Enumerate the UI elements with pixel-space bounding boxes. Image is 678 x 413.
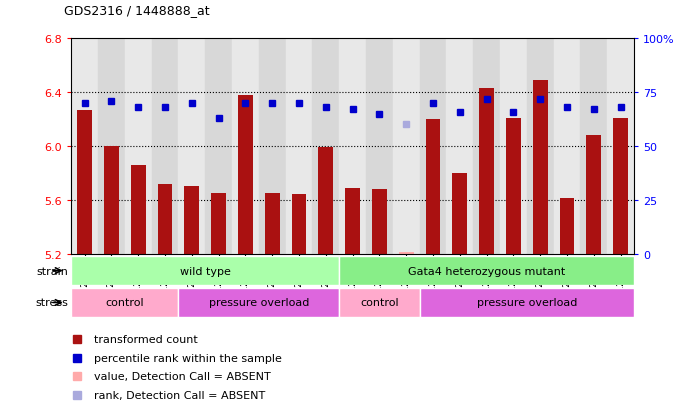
Text: pressure overload: pressure overload: [209, 298, 309, 308]
Bar: [473, 39, 500, 254]
Bar: [232, 39, 259, 254]
Bar: [98, 39, 125, 254]
Bar: [292, 195, 306, 254]
Bar: [500, 39, 527, 254]
Text: wild type: wild type: [180, 266, 231, 276]
Bar: [553, 39, 580, 254]
Bar: [212, 194, 226, 254]
Text: GDS2316 / 1448888_at: GDS2316 / 1448888_at: [64, 4, 210, 17]
Bar: [259, 39, 285, 254]
Bar: [607, 39, 634, 254]
Text: pressure overload: pressure overload: [477, 298, 577, 308]
Bar: [265, 194, 279, 254]
Bar: [238, 95, 253, 254]
Bar: [71, 256, 339, 286]
Text: percentile rank within the sample: percentile rank within the sample: [94, 353, 281, 363]
Bar: [366, 39, 393, 254]
Text: transformed count: transformed count: [94, 334, 197, 344]
Bar: [125, 39, 152, 254]
Bar: [559, 199, 574, 254]
Text: rank, Detection Call = ABSENT: rank, Detection Call = ABSENT: [94, 390, 265, 400]
Bar: [527, 39, 553, 254]
Bar: [339, 39, 366, 254]
Bar: [319, 148, 333, 254]
Bar: [586, 136, 601, 254]
Bar: [452, 173, 467, 254]
Text: value, Detection Call = ABSENT: value, Detection Call = ABSENT: [94, 372, 271, 382]
Text: control: control: [360, 298, 399, 308]
Bar: [339, 288, 420, 318]
Bar: [479, 89, 494, 254]
Bar: [533, 81, 548, 254]
Bar: [393, 39, 420, 254]
Bar: [104, 147, 119, 254]
Bar: [446, 39, 473, 254]
Bar: [345, 188, 360, 254]
Bar: [426, 120, 440, 254]
Bar: [205, 39, 232, 254]
Bar: [71, 288, 178, 318]
Bar: [420, 288, 634, 318]
Bar: [71, 39, 98, 254]
Bar: [313, 39, 339, 254]
Text: strain: strain: [36, 266, 68, 276]
Bar: [157, 184, 172, 254]
Bar: [613, 119, 628, 254]
Bar: [285, 39, 313, 254]
Bar: [506, 119, 521, 254]
Bar: [372, 190, 386, 254]
Bar: [339, 256, 634, 286]
Bar: [178, 288, 339, 318]
Bar: [131, 165, 146, 254]
Bar: [184, 187, 199, 254]
Bar: [580, 39, 607, 254]
Bar: [152, 39, 178, 254]
Bar: [77, 110, 92, 254]
Bar: [420, 39, 446, 254]
Text: Gata4 heterozygous mutant: Gata4 heterozygous mutant: [408, 266, 565, 276]
Bar: [399, 253, 414, 254]
Text: stress: stress: [35, 298, 68, 308]
Text: control: control: [106, 298, 144, 308]
Bar: [178, 39, 205, 254]
